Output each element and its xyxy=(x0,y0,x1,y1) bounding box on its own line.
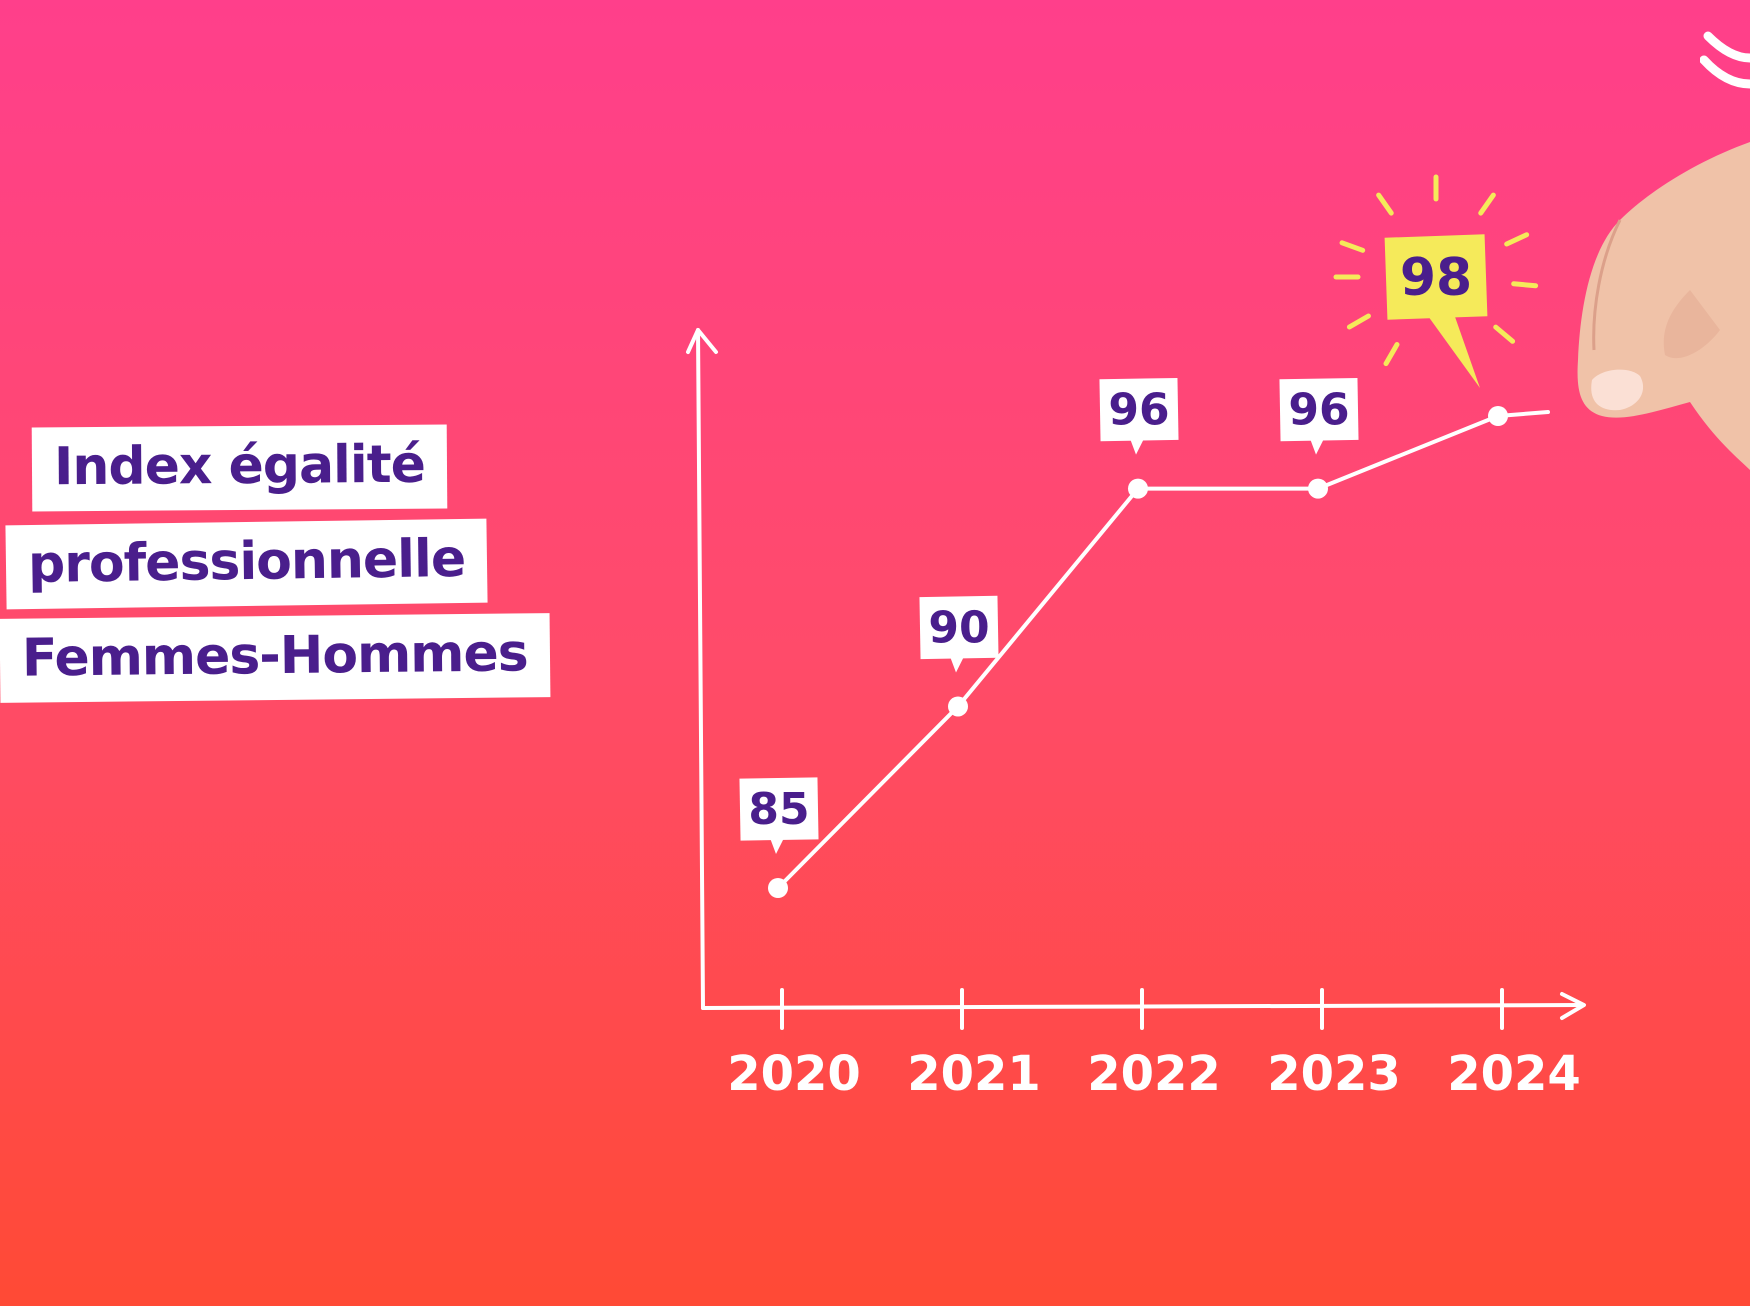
hand-icon xyxy=(1577,142,1750,470)
x-tick-label-2020: 2020 xyxy=(727,1046,861,1102)
x-axis-arrow xyxy=(1560,992,1586,1020)
sparkle-ray xyxy=(1493,324,1516,344)
data-point-2021 xyxy=(948,696,968,717)
svg-text:96: 96 xyxy=(1108,385,1169,436)
data-point-2023 xyxy=(1308,478,1328,499)
sparkle-rays-icon xyxy=(1333,174,1539,367)
brand-logo-icon xyxy=(1700,31,1750,89)
svg-text:85: 85 xyxy=(748,784,809,835)
data-label-2020: 85 xyxy=(739,777,819,854)
data-point-2022 xyxy=(1128,478,1148,499)
data-label-2021: 90 xyxy=(919,595,999,673)
x-tick-label-2023: 2023 xyxy=(1267,1046,1401,1102)
x-tick-label-2024: 2024 xyxy=(1447,1046,1581,1102)
sparkle-ray xyxy=(1339,240,1366,253)
series-line xyxy=(776,410,1550,890)
data-point-2020 xyxy=(768,878,788,898)
sparkle-ray xyxy=(1346,313,1371,330)
sparkle-ray xyxy=(1376,192,1394,216)
sparkle-ray xyxy=(1511,281,1539,289)
sparkle-ray xyxy=(1504,232,1530,247)
data-label-2023: 96 xyxy=(1279,377,1359,455)
data-point-2024 xyxy=(1488,406,1508,426)
svg-text:98: 98 xyxy=(1400,248,1472,308)
highlight-data-label: 98 xyxy=(1384,234,1488,388)
x-tick-label-2021: 2021 xyxy=(907,1046,1041,1102)
svg-text:96: 96 xyxy=(1288,385,1349,436)
svg-text:90: 90 xyxy=(928,602,989,653)
x-tick-label-2022: 2022 xyxy=(1087,1046,1221,1102)
sparkle-ray xyxy=(1478,192,1496,216)
data-label-2022: 96 xyxy=(1099,377,1179,455)
sparkle-ray xyxy=(1383,342,1400,367)
y-axis xyxy=(696,328,705,1010)
y-axis-arrow xyxy=(686,328,718,354)
